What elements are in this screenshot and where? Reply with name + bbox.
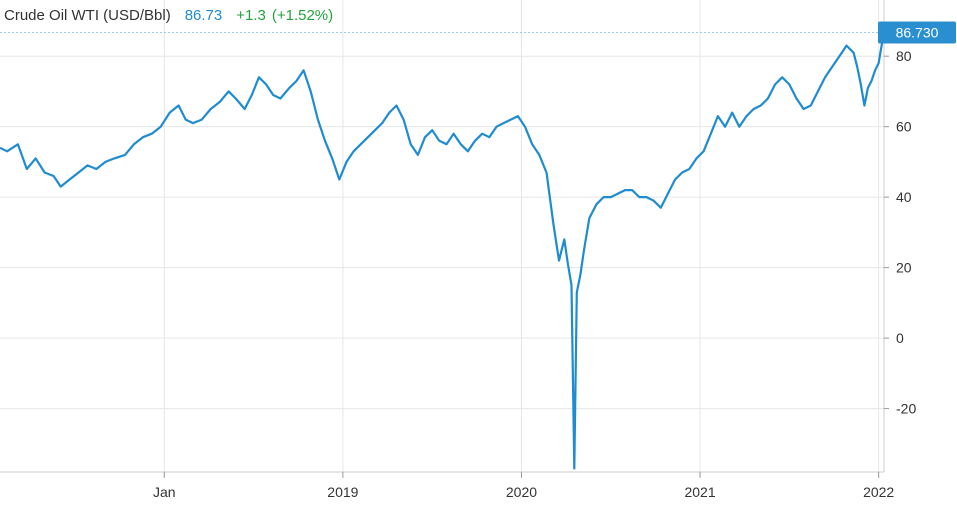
change-percent: (+1.52%) [272, 7, 333, 24]
price-badge-label: 86.730 [896, 25, 939, 41]
series-layer [0, 32, 886, 470]
x-tick-label: 2020 [506, 484, 537, 500]
series-line [0, 32, 886, 470]
y-tick-label: -20 [896, 401, 916, 417]
y-tick-label: 0 [896, 330, 904, 346]
chart-title: Crude Oil WTI (USD/Bbl) [4, 7, 171, 24]
x-tick-label: 2019 [327, 484, 358, 500]
grid [0, 0, 885, 473]
y-tick-label: 60 [896, 119, 912, 135]
x-tick-label: 2021 [684, 484, 715, 500]
y-tick-label: 20 [896, 260, 912, 276]
last-value: 86.73 [185, 7, 223, 24]
x-axis: Jan 2019 2020 2021 2022 [153, 472, 894, 500]
price-badge-background [878, 21, 956, 44]
x-tick-label: 2022 [863, 484, 894, 500]
x-tick-label: Jan [153, 484, 176, 500]
price-badge: 86.730 [878, 21, 956, 44]
y-axis: 80 60 40 20 0 -20 [884, 48, 916, 417]
y-tick-label: 80 [896, 48, 912, 64]
y-tick-label: 40 [896, 189, 912, 205]
change-value: +1.3 [236, 7, 266, 24]
chart-header: Crude Oil WTI (USD/Bbl) 86.73 +1.3 (+1.5… [4, 7, 333, 24]
